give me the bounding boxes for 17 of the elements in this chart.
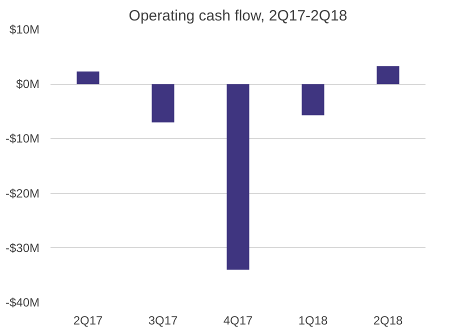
y-tick-label: -$10M xyxy=(5,132,40,146)
bar xyxy=(376,66,400,84)
x-tick-label: 1Q18 xyxy=(298,314,328,328)
bar xyxy=(302,84,324,116)
bar xyxy=(152,84,174,122)
y-tick-label: -$20M xyxy=(5,186,40,200)
x-tick-label: 4Q17 xyxy=(223,314,254,328)
y-tick-label: -$30M xyxy=(5,240,40,255)
y-tick-label: $10M xyxy=(9,22,40,36)
bar xyxy=(226,84,250,270)
x-tick-label: 3Q17 xyxy=(148,314,178,328)
bar xyxy=(76,72,100,84)
x-tick-label: 2Q18 xyxy=(373,314,404,328)
chart-title: Operating cash flow, 2Q17-2Q18 xyxy=(128,8,348,24)
y-tick-label: -$40M xyxy=(5,296,40,310)
y-tick-label: $0M xyxy=(16,77,40,92)
x-tick-label: 2Q17 xyxy=(73,314,104,328)
